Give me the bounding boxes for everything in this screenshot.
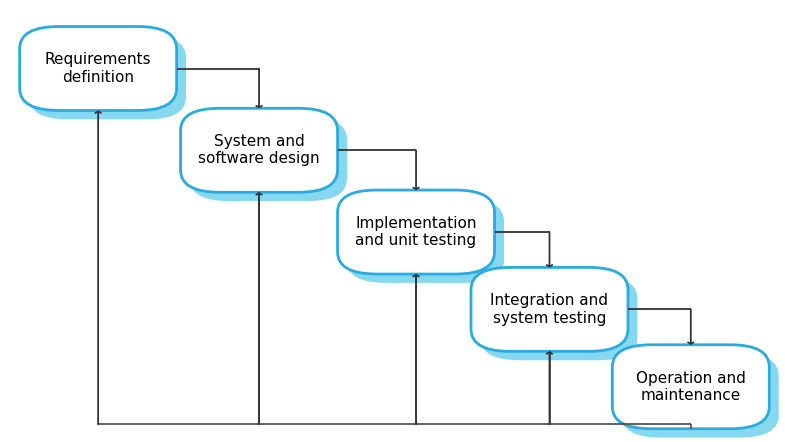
Text: Operation and
maintenance: Operation and maintenance <box>636 370 746 403</box>
FancyBboxPatch shape <box>190 117 347 201</box>
FancyBboxPatch shape <box>181 108 338 192</box>
FancyBboxPatch shape <box>622 354 779 438</box>
Text: Integration and
system testing: Integration and system testing <box>491 293 608 326</box>
FancyBboxPatch shape <box>20 27 177 110</box>
FancyBboxPatch shape <box>471 267 628 351</box>
FancyBboxPatch shape <box>29 35 186 119</box>
FancyBboxPatch shape <box>338 190 495 274</box>
FancyBboxPatch shape <box>347 199 504 283</box>
FancyBboxPatch shape <box>480 276 637 360</box>
Text: Implementation
and unit testing: Implementation and unit testing <box>356 216 476 248</box>
FancyBboxPatch shape <box>612 345 769 429</box>
Text: Requirements
definition: Requirements definition <box>45 52 152 85</box>
Text: System and
software design: System and software design <box>199 134 319 167</box>
